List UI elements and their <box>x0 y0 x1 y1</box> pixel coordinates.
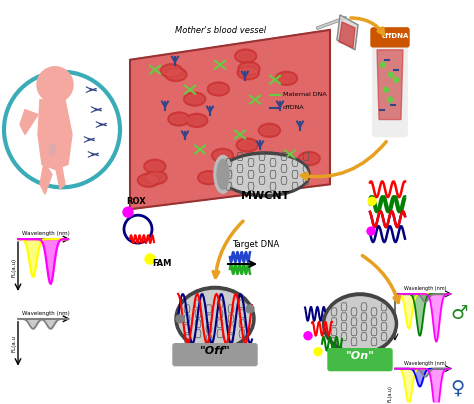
Polygon shape <box>339 22 355 48</box>
Ellipse shape <box>220 152 310 197</box>
Ellipse shape <box>186 95 204 103</box>
Polygon shape <box>377 50 403 120</box>
Ellipse shape <box>146 162 164 171</box>
FancyBboxPatch shape <box>373 43 407 137</box>
Ellipse shape <box>175 286 255 351</box>
Circle shape <box>389 72 393 77</box>
Ellipse shape <box>326 297 394 351</box>
Ellipse shape <box>298 152 320 166</box>
Ellipse shape <box>235 49 257 63</box>
Circle shape <box>393 77 399 82</box>
Text: ROX: ROX <box>126 197 146 206</box>
Text: Wavelength (nm): Wavelength (nm) <box>404 286 446 291</box>
Polygon shape <box>40 162 52 194</box>
Circle shape <box>176 315 184 323</box>
Circle shape <box>123 207 133 217</box>
Text: ♀: ♀ <box>450 379 464 398</box>
Circle shape <box>314 348 322 356</box>
Ellipse shape <box>239 68 257 77</box>
Text: Wavelength (nm): Wavelength (nm) <box>22 231 70 236</box>
Ellipse shape <box>208 82 229 96</box>
Circle shape <box>383 87 389 92</box>
Ellipse shape <box>200 173 218 182</box>
Text: FL(a.u): FL(a.u) <box>388 385 393 402</box>
Ellipse shape <box>147 173 165 182</box>
Ellipse shape <box>236 138 258 152</box>
Ellipse shape <box>161 64 182 78</box>
Ellipse shape <box>144 159 166 173</box>
FancyBboxPatch shape <box>328 349 392 370</box>
Polygon shape <box>130 30 330 209</box>
Circle shape <box>246 305 254 313</box>
Circle shape <box>304 332 312 340</box>
Ellipse shape <box>186 114 208 127</box>
Text: Target DNA: Target DNA <box>232 240 279 249</box>
Ellipse shape <box>322 293 398 355</box>
Polygon shape <box>38 100 72 169</box>
Ellipse shape <box>238 61 260 76</box>
Polygon shape <box>337 15 358 50</box>
Polygon shape <box>56 167 65 189</box>
Circle shape <box>388 97 392 102</box>
Circle shape <box>381 62 385 67</box>
Ellipse shape <box>170 114 188 124</box>
Text: cffDNA: cffDNA <box>283 105 305 110</box>
Text: Wavelength (nm): Wavelength (nm) <box>22 311 70 316</box>
Ellipse shape <box>210 84 228 93</box>
Ellipse shape <box>238 141 256 149</box>
Circle shape <box>367 227 375 235</box>
Text: Wavelength (nm): Wavelength (nm) <box>404 361 446 366</box>
Ellipse shape <box>188 116 206 125</box>
Ellipse shape <box>179 290 252 347</box>
FancyBboxPatch shape <box>173 344 257 366</box>
Text: Mother's blood vessel: Mother's blood vessel <box>175 26 266 35</box>
FancyBboxPatch shape <box>371 28 409 47</box>
Ellipse shape <box>163 66 181 75</box>
Ellipse shape <box>277 74 295 83</box>
Text: cffDNA: cffDNA <box>382 33 410 39</box>
Circle shape <box>145 254 155 264</box>
Ellipse shape <box>260 126 278 135</box>
Text: FL(a.u): FL(a.u) <box>388 310 393 327</box>
Ellipse shape <box>165 67 187 82</box>
Circle shape <box>37 67 73 103</box>
Text: FL(a.u): FL(a.u) <box>11 257 16 277</box>
Ellipse shape <box>275 72 298 85</box>
Text: Maternal DNA: Maternal DNA <box>283 92 327 97</box>
Ellipse shape <box>237 52 255 61</box>
Text: FL(a.u: FL(a.u <box>11 335 16 352</box>
Text: "Off": "Off" <box>200 346 230 356</box>
Ellipse shape <box>240 64 258 73</box>
Text: MWCNT: MWCNT <box>241 191 289 201</box>
Ellipse shape <box>237 66 259 80</box>
Text: ♂: ♂ <box>450 304 467 323</box>
Ellipse shape <box>198 171 219 185</box>
Ellipse shape <box>145 170 167 184</box>
Ellipse shape <box>217 160 229 189</box>
Text: "On": "On" <box>346 351 374 361</box>
Circle shape <box>211 345 219 353</box>
Ellipse shape <box>137 173 159 187</box>
Ellipse shape <box>211 148 234 162</box>
Ellipse shape <box>167 70 185 79</box>
Polygon shape <box>20 109 38 135</box>
Circle shape <box>368 197 376 205</box>
Ellipse shape <box>300 154 318 163</box>
Ellipse shape <box>168 112 190 126</box>
Ellipse shape <box>214 156 232 193</box>
Text: FAM: FAM <box>152 259 172 268</box>
Ellipse shape <box>222 156 308 193</box>
Ellipse shape <box>183 92 206 106</box>
Ellipse shape <box>258 123 281 137</box>
Ellipse shape <box>213 151 231 160</box>
Ellipse shape <box>139 176 157 185</box>
